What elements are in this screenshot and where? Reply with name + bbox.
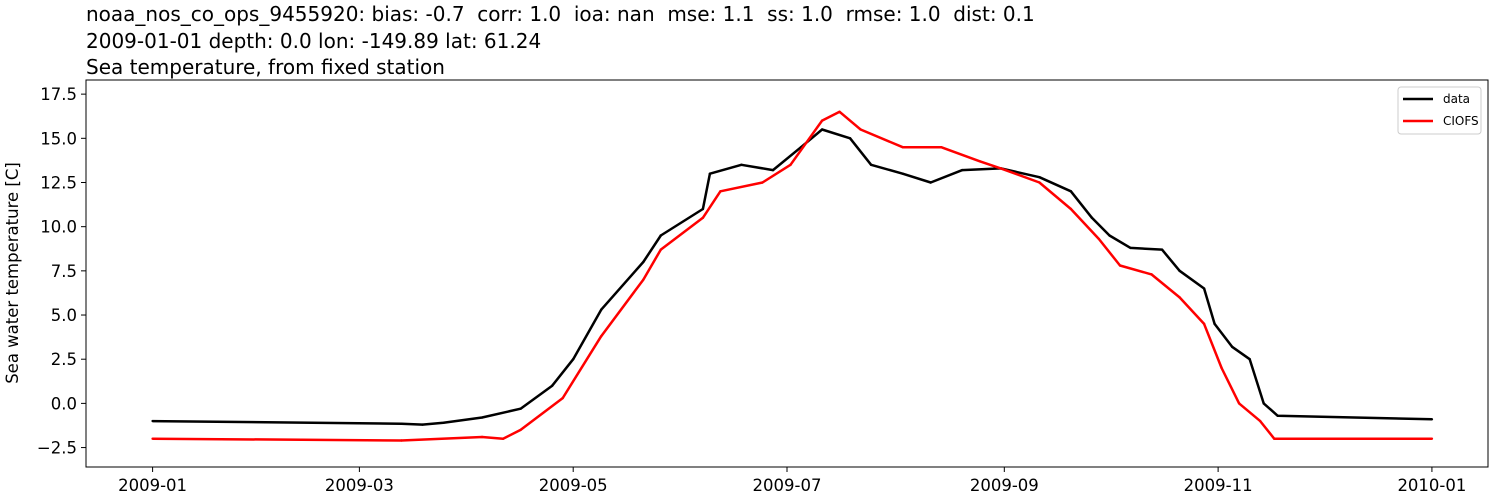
data-point-ciofs <box>600 335 603 338</box>
data-point-data <box>1262 402 1265 405</box>
data-point-data <box>1160 248 1164 251</box>
data-point-data <box>550 384 554 387</box>
data-point-ciofs <box>480 435 484 439</box>
data-point-ciofs <box>1178 296 1181 299</box>
data-point-data <box>480 416 484 419</box>
data-point-data <box>771 168 775 172</box>
data-point-data <box>442 421 445 425</box>
data-point-data <box>848 137 852 140</box>
data-point-ciofs <box>1430 437 1434 440</box>
y-tick-label: 5.0 <box>51 306 77 325</box>
x-tick-label: 2009-11 <box>1184 476 1253 495</box>
data-point-data <box>708 172 712 175</box>
data-point-data <box>901 172 904 175</box>
x-tick-label: 2009-07 <box>753 476 822 495</box>
x-tick-label: 2009-03 <box>325 476 394 495</box>
data-point-ciofs <box>1220 366 1223 370</box>
data-point-data <box>961 168 964 172</box>
series-line-ciofs <box>152 110 1432 442</box>
data-point-ciofs <box>859 128 862 131</box>
data-point-data <box>1090 216 1094 220</box>
y-tick-label: 17.5 <box>40 85 77 104</box>
data-point-ciofs <box>1202 322 1206 326</box>
data-point-ciofs <box>1097 237 1101 241</box>
data-point-ciofs <box>659 248 663 251</box>
data-point-ciofs <box>1258 419 1262 423</box>
data-point-data <box>1178 269 1181 273</box>
data-point-ciofs <box>701 216 705 220</box>
data-point-ciofs <box>1237 402 1241 405</box>
data-point-ciofs <box>1272 437 1276 440</box>
data-point-ciofs <box>901 145 904 149</box>
chart-title-line-2: 2009-01-01 depth: 0.0 lon: -149.89 lat: … <box>86 29 542 53</box>
data-point-data <box>571 358 575 361</box>
data-point-data <box>1038 175 1041 179</box>
data-point-data <box>1276 414 1279 417</box>
data-point-data <box>820 128 824 131</box>
data-point-ciofs <box>1038 181 1041 184</box>
data-point-data <box>1213 322 1216 326</box>
x-tick-label: 2009-05 <box>539 476 608 495</box>
y-tick-label: 7.5 <box>51 262 77 281</box>
data-point-data <box>1069 190 1073 193</box>
data-point-data <box>519 407 522 410</box>
data-point-data <box>659 234 663 237</box>
data-point-data <box>701 207 705 211</box>
data-point-data <box>151 419 154 423</box>
data-point-data <box>1129 246 1132 250</box>
data-point-data <box>400 422 403 425</box>
y-tick-label: 12.5 <box>40 173 77 192</box>
data-point-ciofs <box>561 396 564 400</box>
data-point-ciofs <box>501 437 505 440</box>
data-point-ciofs <box>1118 264 1122 267</box>
data-point-ciofs <box>519 428 522 432</box>
data-point-ciofs <box>642 278 645 281</box>
data-point-ciofs <box>940 145 943 149</box>
data-point-ciofs <box>400 439 403 442</box>
series-line-data <box>152 128 1432 426</box>
data-point-ciofs <box>999 167 1003 170</box>
data-point-data <box>600 308 603 311</box>
data-point-data <box>1430 418 1434 421</box>
data-point-ciofs <box>789 163 792 167</box>
data-point-data <box>869 163 873 167</box>
data-point-ciofs <box>820 119 824 122</box>
chart-title-line-3: Sea temperature, from fixed station <box>86 55 445 79</box>
x-tick-label: 2010-01 <box>1397 476 1466 495</box>
data-point-ciofs <box>151 437 154 440</box>
data-point-ciofs <box>1150 273 1153 276</box>
data-point-ciofs <box>761 181 764 184</box>
legend: data CIOFS <box>1397 86 1482 135</box>
y-tick-label: 10.0 <box>40 218 77 237</box>
legend-label-data: data <box>1443 92 1470 106</box>
data-point-ciofs <box>1069 207 1073 211</box>
plot-frame <box>85 79 1489 468</box>
data-point-data <box>740 163 743 167</box>
data-point-data <box>1230 345 1234 349</box>
data-point-ciofs <box>838 110 841 114</box>
data-point-ciofs <box>719 190 722 193</box>
y-tick-label: 15.0 <box>40 129 77 148</box>
y-tick-label: 0.0 <box>51 394 77 413</box>
data-point-data <box>1108 234 1111 237</box>
data-point-data <box>1248 358 1251 361</box>
x-tick-label: 2009-09 <box>970 476 1039 495</box>
data-point-ciofs <box>978 160 981 163</box>
y-axis-label: Sea water temperature [C] <box>3 162 22 384</box>
chart-title-line-1: noaa_nos_co_ops_9455920: bias: -0.7 corr… <box>86 2 1035 26</box>
data-point-data <box>642 260 645 264</box>
data-point-data <box>421 423 424 426</box>
data-point-data <box>929 181 932 184</box>
data-point-data <box>1202 287 1206 290</box>
y-tick-label: −2.5 <box>37 439 77 458</box>
legend-label-ciofs: CIOFS <box>1443 114 1479 128</box>
y-tick-label: 2.5 <box>51 350 77 369</box>
x-tick-label: 2009-01 <box>118 476 187 495</box>
